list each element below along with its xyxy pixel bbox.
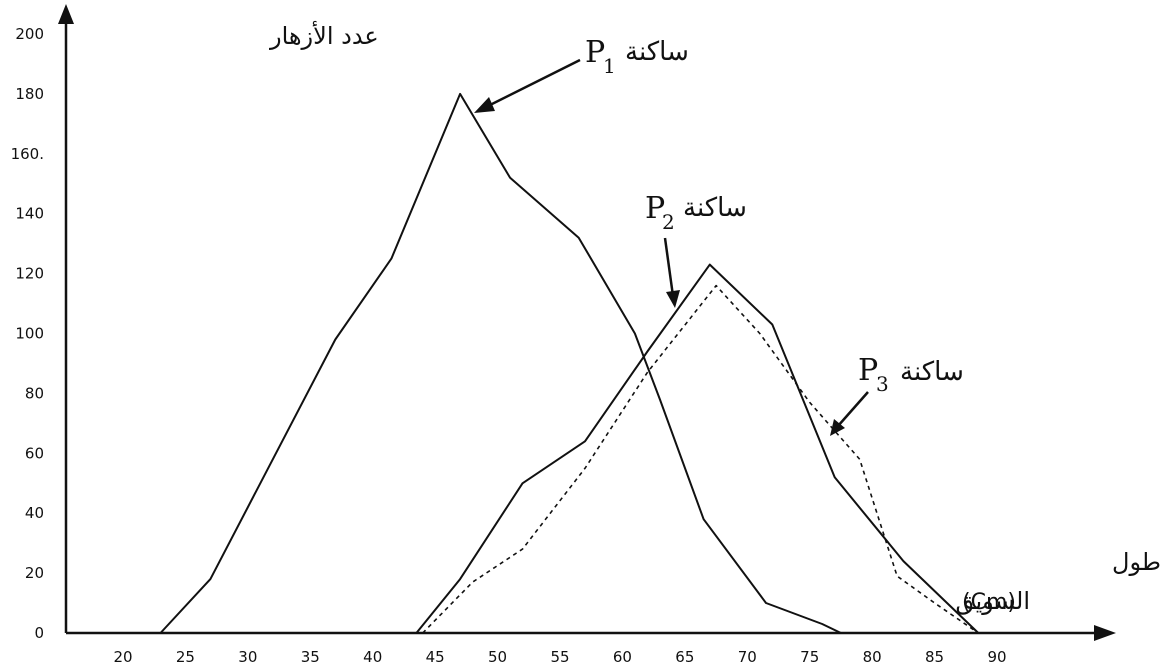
y-tick-label: 0	[34, 624, 44, 642]
annotation-p1-text: ساكنة	[625, 37, 689, 67]
x-tick-label: 20	[113, 648, 132, 666]
y-tick-label: 120	[15, 265, 44, 283]
y-tick-label: 160.	[11, 145, 44, 163]
x-tick-label: 45	[426, 648, 445, 666]
y-tick-label: 80	[25, 384, 44, 402]
x-tick-label: 35	[301, 648, 320, 666]
x-tick-label: 70	[738, 648, 757, 666]
x-tick-label: 65	[675, 648, 694, 666]
annotation-p1-letter: P	[585, 35, 605, 70]
x-axis-arrow	[1094, 625, 1116, 641]
annotation-p2-letter: P	[645, 191, 665, 226]
series-line-p1	[159, 92, 842, 634]
annotation-p3-arrow	[837, 391, 869, 427]
annotation-p3-letter: P	[858, 353, 878, 388]
annotation-p3-sub: 3	[876, 372, 889, 396]
annotation-p1-sub: 1	[603, 54, 616, 78]
annotation-p1-arrowhead	[474, 97, 495, 113]
x-tick-label: 25	[176, 648, 195, 666]
annotation-p2-sub: 2	[662, 210, 675, 234]
y-tick-label: 60	[25, 444, 44, 462]
y-tick-label: 140	[15, 205, 44, 223]
x-tick-label: 55	[550, 648, 569, 666]
x-tick-label: 40	[363, 648, 382, 666]
y-tick-label: 20	[25, 564, 44, 582]
y-tick-label: 100	[15, 325, 44, 343]
annotation-p3: P 3 ساكنة	[830, 353, 964, 436]
annotation-p2-arrowhead	[666, 290, 680, 308]
plot-area	[58, 4, 1116, 641]
series-lines	[159, 92, 979, 634]
annotation-p2-arrow	[663, 237, 675, 297]
y-tick-label: 180	[15, 85, 44, 103]
y-tick-labels: 0 20 40 60 80 100 120 140 160. 180 200	[11, 25, 44, 642]
annotation-p3-text: ساكنة	[900, 357, 964, 387]
x-tick-labels: 20 25 30 35 40 45 50 55 60 65 70 75 80 85 90	[113, 648, 1006, 666]
annotation-p2: P 2 ساكنة	[645, 191, 747, 308]
x-tick-label: 50	[488, 648, 507, 666]
y-axis-title: عدد الأزهار	[269, 21, 379, 50]
series-line-p2	[415, 263, 979, 634]
y-tick-label: 40	[25, 504, 44, 522]
x-tick-label: 75	[800, 648, 819, 666]
x-tick-label: 85	[925, 648, 944, 666]
annotation-p2-text: ساكنة	[683, 193, 747, 223]
x-axis-title-line1: طول	[1112, 548, 1160, 576]
x-tick-label: 60	[613, 648, 632, 666]
annotation-p1: P 1 ساكنة	[474, 35, 689, 113]
x-tick-label: 30	[238, 648, 257, 666]
y-axis-arrow	[58, 4, 74, 24]
annotation-p1-arrow	[483, 58, 581, 110]
x-tick-label: 80	[863, 648, 882, 666]
x-axis-unit: (Cm)	[962, 590, 1016, 615]
x-axis-title-line2: السويق	[956, 587, 1030, 615]
x-tick-label: 90	[987, 648, 1006, 666]
y-tick-label: 200	[15, 25, 44, 43]
annotation-p3-arrowhead	[830, 419, 845, 436]
series-line-p3	[422, 284, 979, 634]
